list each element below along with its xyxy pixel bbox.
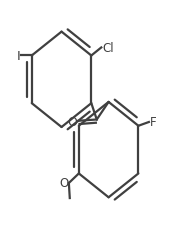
Text: O: O	[68, 115, 78, 128]
Text: O: O	[59, 176, 68, 189]
Text: F: F	[150, 116, 156, 129]
Text: I: I	[16, 50, 20, 63]
Text: Cl: Cl	[102, 42, 114, 55]
